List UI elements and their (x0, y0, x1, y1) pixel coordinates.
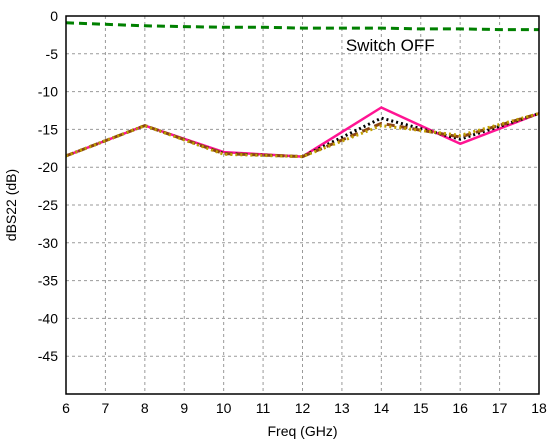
y-tick-labels: 0 -5 -10 -15 -20 -25 -30 -35 -40 -45 (38, 8, 58, 364)
x-tick-label: 10 (216, 400, 232, 416)
y-tick-label: -35 (38, 273, 58, 289)
y-tick-label: -45 (38, 348, 58, 364)
series-line-3 (65, 112, 540, 159)
x-tick-label: 6 (62, 400, 70, 416)
y-tick-label: -10 (38, 84, 58, 100)
series-line-1 (65, 21, 539, 32)
x-tick-label: 11 (256, 400, 271, 416)
x-tick-labels: 6 7 8 9 10 11 12 13 14 15 16 17 18 (62, 400, 547, 416)
plot-frame (65, 15, 540, 395)
x-axis-label: Freq (GHz) (268, 423, 338, 439)
y-tick-label: -25 (38, 197, 58, 213)
x-tick-label: 9 (180, 400, 188, 416)
y-tick-label: -30 (38, 235, 58, 251)
grid-lines (66, 16, 539, 394)
series-line-4 (65, 112, 540, 159)
y-tick-label: -40 (38, 310, 58, 326)
x-tick-label: 15 (413, 400, 429, 416)
x-tick-label: 16 (452, 400, 468, 416)
x-tick-label: 17 (492, 400, 508, 416)
x-tick-label: 7 (102, 400, 110, 416)
y-tick-label: 0 (50, 8, 58, 24)
y-tick-label: -20 (38, 159, 58, 175)
annotation-switch-off: Switch OFF (346, 36, 435, 55)
x-tick-label: 18 (531, 400, 547, 416)
x-tick-label: 13 (334, 400, 350, 416)
y-tick-label: -15 (38, 121, 58, 137)
series-line-5 (65, 112, 540, 159)
x-tick-label: 12 (295, 400, 311, 416)
x-tick-label: 14 (374, 400, 390, 416)
series-layer (65, 21, 540, 159)
y-axis-label: dBS22 (dB) (3, 169, 19, 241)
x-tick-label: 8 (141, 400, 149, 416)
y-tick-label: -5 (46, 46, 59, 62)
